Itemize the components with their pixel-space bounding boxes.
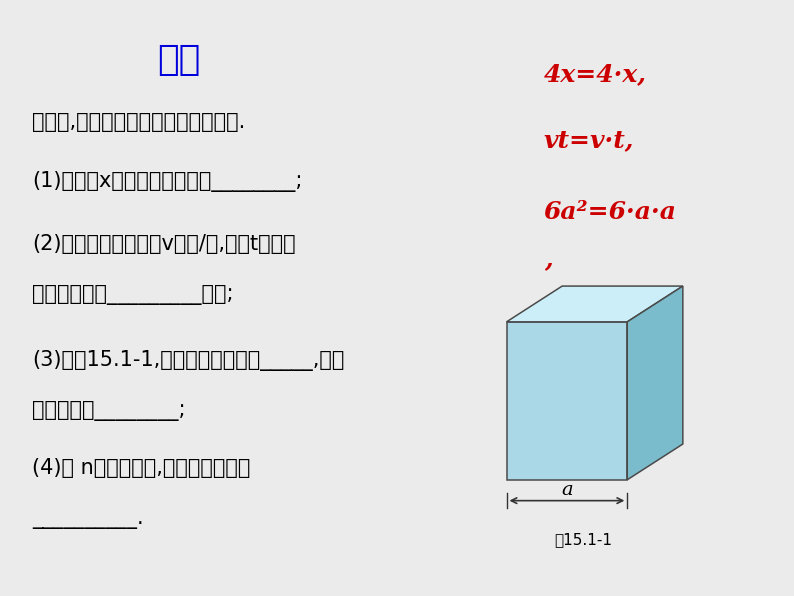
Text: (4)设 n表示一个数,则它的相反数是: (4)设 n表示一个数,则它的相反数是 (32, 458, 250, 478)
Text: -n=-1·n.: -n=-1·n. (544, 361, 657, 384)
Text: 先填空,再看看列出的式子有什么特点.: 先填空,再看看列出的式子有什么特点. (32, 112, 245, 132)
Polygon shape (627, 286, 683, 480)
Polygon shape (507, 322, 627, 480)
Text: a: a (561, 481, 572, 499)
Polygon shape (507, 286, 683, 322)
Text: (3)如图15.1-1,正方体的表面积为_____,正文: (3)如图15.1-1,正方体的表面积为_____,正文 (32, 350, 344, 371)
Text: (1)边长为x的正方形的周长为________;: (1)边长为x的正方形的周长为________; (32, 171, 303, 193)
Text: 图15.1-1: 图15.1-1 (554, 532, 613, 547)
Text: (2)一辆汽车的速度是v千米/时,行驶t小时所: (2)一辆汽车的速度是v千米/时,行驶t小时所 (32, 234, 295, 254)
Text: ,: , (544, 247, 553, 271)
Text: vt=v·t,: vt=v·t, (544, 128, 634, 152)
Text: 6a²=6·a·a: 6a²=6·a·a (544, 200, 677, 224)
Text: __________.: __________. (32, 508, 144, 529)
Text: 体的体积为________;: 体的体积为________; (32, 401, 185, 421)
Text: 4x=4·x,: 4x=4·x, (544, 63, 647, 86)
Text: a³=a·a·a,: a³=a·a·a, (544, 301, 667, 325)
Text: 思考: 思考 (157, 42, 200, 77)
Text: 走过的路程为_________千米;: 走过的路程为_________千米; (32, 285, 233, 305)
